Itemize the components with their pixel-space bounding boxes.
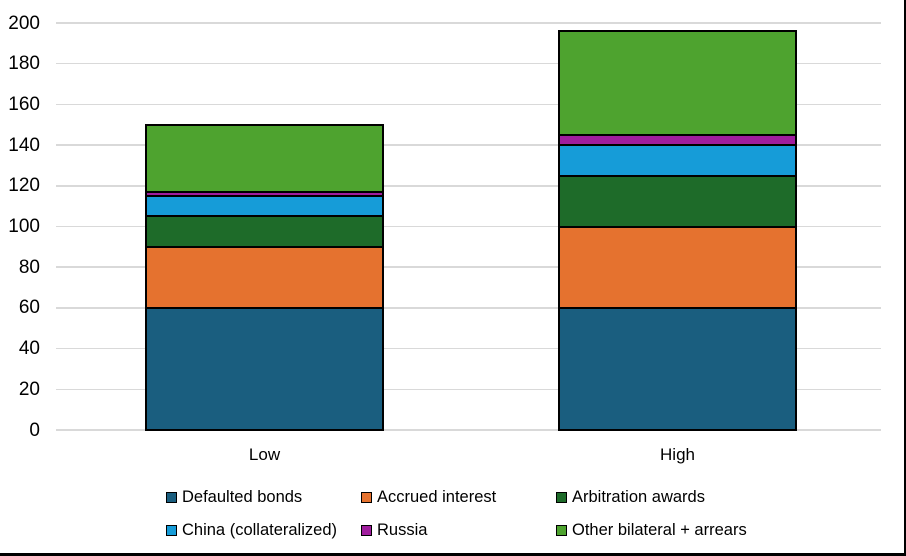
legend-label: Other bilateral + arrears: [572, 521, 747, 539]
gridline: [56, 307, 881, 309]
bar-segment: [146, 191, 383, 196]
gridline: [56, 225, 881, 228]
y-tick-label: 180: [8, 53, 40, 75]
bar-low: [145, 123, 384, 432]
legend-label: Arbitration awards: [572, 488, 705, 506]
y-tick-label: 0: [29, 419, 40, 441]
y-tick-label: 20: [18, 378, 40, 400]
gridline: [56, 62, 881, 65]
bar-segment: [146, 246, 383, 308]
legend-item: China (collateralized): [166, 521, 337, 539]
bar-segment: [146, 216, 383, 247]
legend-item: Arbitration awards: [556, 488, 705, 506]
y-tick-label: 120: [8, 175, 40, 197]
bar-segment: [559, 175, 796, 227]
legend-swatch-icon: [166, 491, 177, 503]
legend-label: Accrued interest: [377, 488, 497, 506]
gridline: [56, 429, 881, 431]
gridline: [56, 266, 881, 268]
bar-segment: [146, 124, 383, 192]
legend-item: Other bilateral + arrears: [556, 521, 747, 539]
y-tick-label: 160: [8, 93, 40, 115]
legend-swatch-icon: [166, 524, 177, 536]
legend-swatch-icon: [361, 491, 372, 503]
legend-item: Russia: [361, 521, 427, 539]
legend-label: China (collateralized): [182, 521, 337, 539]
bar-segment: [146, 196, 383, 217]
x-category-label: Low: [248, 445, 281, 464]
legend-label: Defaulted bonds: [182, 488, 303, 506]
bar-segment: [559, 307, 796, 430]
gridline: [56, 22, 881, 24]
x-category-label: High: [660, 445, 695, 464]
legend-label: Russia: [377, 521, 428, 539]
y-tick-label: 140: [8, 134, 40, 156]
y-tick-label: 100: [8, 216, 40, 237]
y-tick-label: 200: [8, 12, 40, 34]
bar-segment: [559, 145, 796, 176]
y-tick-label: 40: [18, 338, 40, 360]
bar-high: [558, 30, 797, 431]
bar-segment: [559, 31, 796, 135]
legend-swatch-icon: [556, 491, 567, 503]
legend-swatch-icon: [361, 524, 372, 536]
legend-item: Defaulted bonds: [166, 488, 302, 506]
gridline: [56, 144, 881, 146]
legend-swatch-icon: [556, 524, 567, 536]
gridline: [56, 185, 881, 187]
bar-segment: [559, 134, 796, 146]
y-tick-label: 80: [18, 256, 40, 278]
y-tick-label: 60: [18, 297, 40, 319]
bar-segment: [146, 307, 383, 430]
gridline: [56, 103, 881, 106]
legend-item: Accrued interest: [361, 488, 496, 506]
bar-segment: [559, 226, 796, 308]
gridline: [56, 347, 881, 350]
gridline: [56, 388, 881, 391]
